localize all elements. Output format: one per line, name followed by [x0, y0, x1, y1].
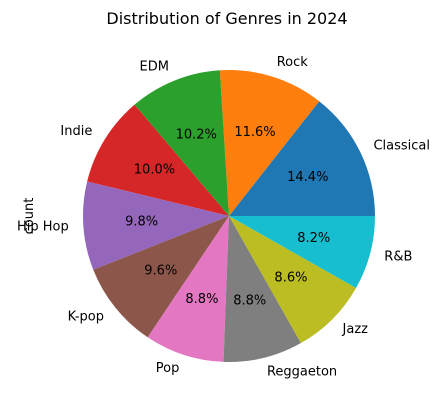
percent-labels: 14.4% 11.6% 10.2% 10.0% 9.8% 9.6% 8.8% 8.8% 8.6%…: [125, 125, 330, 309]
percent-label-randb: 8.2%: [297, 231, 330, 246]
pie-slice-hip-hop: [82, 181, 229, 270]
percent-label-edm: 10.2%: [176, 127, 217, 142]
percent-label-rock: 11.6%: [234, 125, 275, 140]
percent-label-jazz: 8.6%: [274, 270, 307, 285]
category-label-indie: Indie: [60, 124, 92, 139]
percent-label-reggaeton: 8.8%: [233, 294, 266, 309]
pie-slice-k-pop: [93, 216, 229, 338]
pie-slice-reggaeton: [223, 216, 301, 363]
pie-slices: [82, 70, 375, 363]
pie-slice-rock: [219, 70, 320, 216]
percent-label-k-pop: 9.6%: [144, 263, 177, 278]
percent-label-classical: 14.4%: [287, 170, 328, 185]
category-label-pop: Pop: [156, 361, 180, 376]
pie-slice-edm: [134, 70, 229, 216]
category-label-edm: EDM: [139, 60, 168, 75]
category-label-jazz: Jazz: [342, 322, 369, 337]
category-label-randb: R&B: [384, 249, 412, 264]
pie-slice-classical: [229, 101, 375, 216]
category-label-classical: Classical: [373, 138, 430, 153]
category-label-hip-hop: Hip Hop: [17, 220, 69, 235]
category-label-reggaeton: Reggaeton: [267, 365, 337, 380]
category-labels: Classical Rock EDM Indie Hip Hop K-pop Pop Regg…: [17, 55, 430, 379]
category-label-rock: Rock: [277, 55, 309, 70]
percent-label-indie: 10.0%: [134, 162, 175, 177]
pie-slice-randb: [229, 216, 375, 288]
pie-slice-indie: [87, 104, 229, 216]
percent-label-pop: 8.8%: [185, 292, 218, 307]
chart-title: Distribution of Genres in 2024: [106, 9, 347, 28]
pie-slice-jazz: [229, 216, 357, 344]
pie-slice-pop: [147, 216, 229, 362]
y-axis-label: count: [22, 198, 37, 235]
category-label-k-pop: K-pop: [68, 309, 104, 324]
percent-label-hip-hop: 9.8%: [125, 215, 158, 230]
